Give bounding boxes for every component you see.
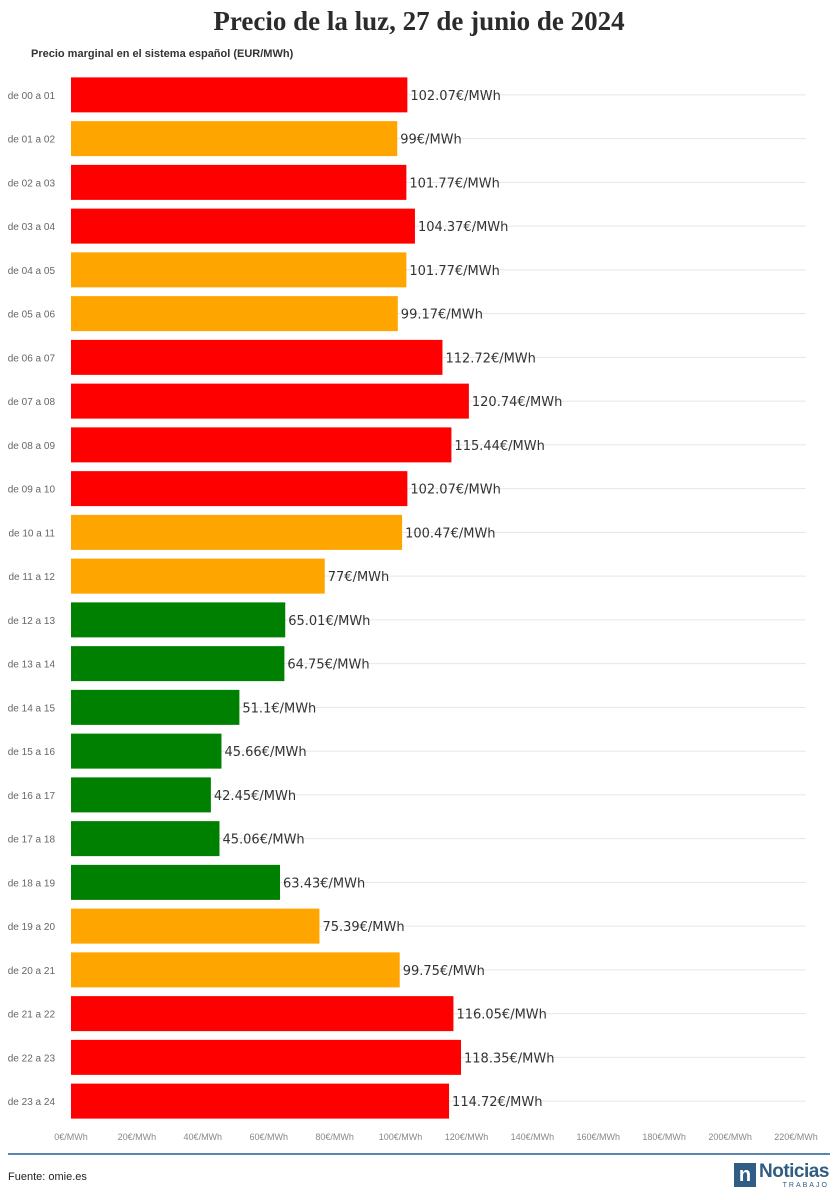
category-label: de 04 a 05 (8, 266, 56, 277)
category-label: de 16 a 17 (8, 791, 56, 802)
bar (71, 1039, 462, 1075)
chart-subtitle: Precio marginal en el sistema español (E… (31, 48, 294, 60)
bar (71, 777, 211, 813)
category-label: de 03 a 04 (8, 222, 56, 233)
x-tick-label: 180€/MWh (642, 1132, 686, 1142)
data-label: 99.75€/MWh (403, 964, 485, 979)
bar (71, 1083, 450, 1119)
data-label: 45.06€/MWh (222, 833, 304, 848)
brand-logo: n Noticias TRABAJO (734, 1160, 829, 1189)
x-tick-label: 140€/MWh (511, 1132, 555, 1142)
x-tick-label: 200€/MWh (708, 1132, 752, 1142)
data-label: 114.72€/MWh (452, 1095, 542, 1110)
bar (71, 733, 222, 769)
category-label: de 17 a 18 (8, 835, 56, 846)
x-tick-label: 160€/MWh (577, 1132, 621, 1142)
category-label: de 14 a 15 (8, 703, 56, 714)
bar (71, 558, 325, 594)
category-label: de 01 a 02 (8, 135, 56, 146)
bar (71, 164, 407, 200)
x-tick-label: 40€/MWh (184, 1132, 223, 1142)
bar (71, 996, 454, 1032)
category-label: de 08 a 09 (8, 441, 56, 452)
data-label: 102.07€/MWh (410, 89, 500, 104)
category-label: de 13 a 14 (8, 660, 56, 671)
bar (71, 339, 443, 375)
category-label: de 15 a 16 (8, 747, 56, 758)
data-label: 120.74€/MWh (472, 395, 562, 410)
bar (71, 383, 469, 419)
data-label: 51.1€/MWh (242, 701, 316, 716)
bar (71, 121, 398, 157)
bar (71, 208, 415, 244)
x-tick-label: 120€/MWh (445, 1132, 489, 1142)
category-label: de 10 a 11 (8, 528, 55, 539)
category-label: de 20 a 21 (8, 966, 56, 977)
brand-mark: n (734, 1163, 756, 1187)
category-label: de 21 a 22 (8, 1010, 56, 1021)
bar (71, 252, 407, 288)
category-label: de 18 a 19 (8, 878, 56, 889)
data-label: 101.77€/MWh (409, 176, 499, 191)
category-label: de 06 a 07 (8, 353, 56, 364)
x-tick-label: 0€/MWh (54, 1132, 88, 1142)
category-label: de 12 a 13 (8, 616, 56, 627)
category-label: de 23 a 24 (8, 1097, 56, 1108)
data-label: 116.05€/MWh (456, 1008, 546, 1023)
bar (71, 77, 408, 113)
data-label: 45.66€/MWh (224, 745, 306, 760)
data-label: 65.01€/MWh (288, 614, 370, 629)
bar (71, 296, 398, 332)
bar (71, 427, 452, 463)
bar (71, 514, 403, 550)
bar (71, 952, 400, 988)
data-label: 99€/MWh (400, 133, 462, 148)
data-label: 99.17€/MWh (401, 308, 483, 323)
bar (71, 864, 281, 900)
data-label: 42.45€/MWh (214, 789, 296, 804)
category-label: de 00 a 01 (8, 91, 56, 102)
data-label: 77€/MWh (328, 570, 390, 585)
bar-chart: de 00 a 01 102.07€/MWh de 01 a 02 99€/MWh de… (8, 77, 818, 1142)
x-tick-label: 20€/MWh (118, 1132, 157, 1142)
data-label: 101.77€/MWh (409, 264, 499, 279)
data-label: 102.07€/MWh (410, 483, 500, 498)
data-label: 100.47€/MWh (405, 526, 495, 541)
bar (71, 689, 240, 725)
bar (71, 821, 220, 857)
category-label: de 09 a 10 (8, 485, 56, 496)
brand-name: Noticias (759, 1160, 829, 1182)
data-label: 75.39€/MWh (322, 920, 404, 935)
brand-sub: TRABAJO (782, 1181, 829, 1189)
bar (71, 908, 320, 944)
bar (71, 646, 285, 682)
data-label: 118.35€/MWh (464, 1051, 554, 1066)
category-label: de 05 a 06 (8, 310, 56, 321)
category-label: de 11 a 12 (8, 572, 55, 583)
category-label: de 19 a 20 (8, 922, 56, 933)
category-label: de 02 a 03 (8, 178, 56, 189)
data-label: 63.43€/MWh (283, 876, 365, 891)
x-tick-label: 220€/MWh (774, 1132, 818, 1142)
data-label: 64.75€/MWh (287, 658, 369, 673)
data-label: 115.44€/MWh (454, 439, 544, 454)
bar (71, 471, 408, 507)
bar (71, 602, 286, 638)
data-label: 104.37€/MWh (418, 220, 508, 235)
chart-title: Precio de la luz, 27 de junio de 2024 (213, 6, 625, 36)
x-tick-label: 80€/MWh (315, 1132, 354, 1142)
footer-divider (8, 1153, 830, 1155)
category-label: de 22 a 23 (8, 1053, 56, 1064)
source-note: Fuente: omie.es (8, 1171, 87, 1183)
x-tick-label: 60€/MWh (249, 1132, 288, 1142)
category-label: de 07 a 08 (8, 397, 56, 408)
x-tick-label: 100€/MWh (379, 1132, 423, 1142)
data-label: 112.72€/MWh (445, 351, 535, 366)
